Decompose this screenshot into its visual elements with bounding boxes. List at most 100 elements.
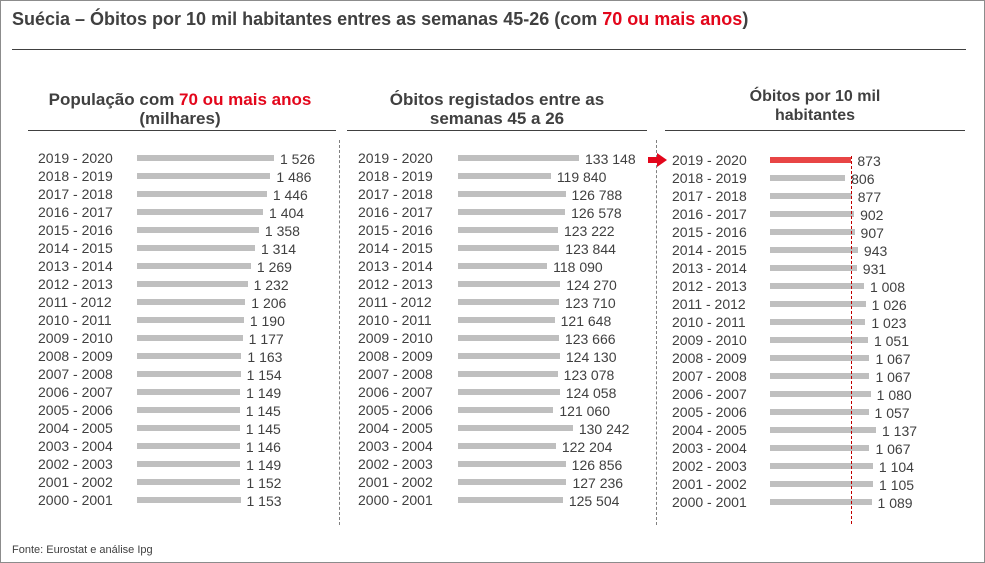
- panel2-category-label: 2016 - 2017: [358, 204, 433, 220]
- panel1-category-label: 2007 - 2008: [38, 366, 113, 382]
- panel1-category-label: 2006 - 2007: [38, 384, 113, 400]
- panel3-category-label: 2012 - 2013: [672, 278, 747, 294]
- bar: [137, 317, 244, 323]
- title-highlight: 70 ou mais anos: [602, 9, 743, 29]
- panel3-value-label: 1 023: [871, 315, 907, 331]
- panel1-value-label: 1 149: [246, 457, 282, 473]
- bar: [458, 497, 563, 503]
- panel2-category-label: 2011 - 2012: [358, 294, 432, 310]
- bar: [770, 481, 874, 487]
- panel3-value-label: 877: [857, 189, 882, 205]
- panel1-title-rule: [28, 130, 336, 131]
- title-rule: [12, 49, 966, 50]
- panel1-category-label: 2000 - 2001: [38, 492, 113, 508]
- panel3-category-label: 2010 - 2011: [672, 314, 746, 330]
- panel1-value-label: 1 232: [253, 277, 289, 293]
- panel3-value-label: 931: [862, 261, 887, 277]
- bar: [137, 155, 274, 161]
- panel2-value-label: 123 078: [563, 367, 615, 383]
- highlight-arrow-icon: [648, 153, 667, 167]
- panel3-category-label: 2019 - 2020: [672, 152, 747, 168]
- panel1-category-label: 2008 - 2009: [38, 348, 113, 364]
- panel2-category-label: 2002 - 2003: [358, 456, 433, 472]
- panel-divider-1: [339, 140, 340, 525]
- panel2-value-label: 123 844: [565, 241, 616, 257]
- bar: [458, 245, 560, 251]
- panel2-category-label: 2003 - 2004: [358, 438, 433, 454]
- bar: [770, 193, 852, 199]
- panel3-value-label: 1 080: [876, 387, 912, 403]
- panel2-title-rule: [347, 130, 647, 131]
- panel2-value-label: 125 504: [568, 493, 620, 509]
- bar: [458, 335, 559, 341]
- bar: [770, 499, 872, 505]
- panel2-value-label: 123 666: [564, 331, 616, 347]
- bar: [137, 443, 240, 449]
- panel2-value-label: 119 840: [556, 169, 607, 185]
- panel3-category-label: 2007 - 2008: [672, 368, 747, 384]
- panel3-category-label: 2018 - 2019: [672, 170, 747, 186]
- panel2-category-label: 2018 - 2019: [358, 168, 433, 184]
- panel3-category-label: 2008 - 2009: [672, 350, 747, 366]
- panel1-value-label: 1 269: [256, 259, 292, 275]
- bar: [770, 355, 870, 361]
- bar: [458, 281, 561, 287]
- panel1-value-label: 1 358: [264, 223, 300, 239]
- panel3-value-label: 873: [857, 153, 881, 169]
- bar: [137, 371, 241, 377]
- panel3-category-label: 2013 - 2014: [672, 260, 747, 276]
- panel2-value-label: 124 270: [566, 277, 617, 293]
- panel1-category-label: 2018 - 2019: [38, 168, 113, 184]
- panel3-category-label: 2011 - 2012: [672, 296, 746, 312]
- panel2-category-label: 2001 - 2002: [358, 474, 433, 490]
- panel1-category-label: 2003 - 2004: [38, 438, 113, 454]
- panel1-value-label: 1 154: [246, 367, 282, 383]
- panel1-category-label: 2010 - 2011: [38, 312, 112, 328]
- panel3-value-label: 1 067: [875, 351, 911, 367]
- panel1-value-label: 1 153: [246, 493, 282, 509]
- panel3-value-label: 1 026: [871, 297, 907, 313]
- panel3-value-label: 902: [860, 207, 884, 223]
- panel2-value-label: 126 856: [571, 457, 623, 473]
- panel1-value-label: 1 152: [246, 475, 282, 491]
- panel3-category-label: 2016 - 2017: [672, 206, 747, 222]
- panel1-value-label: 1 163: [247, 349, 283, 365]
- bar: [770, 211, 855, 217]
- panel3-category-label: 2000 - 2001: [672, 494, 747, 510]
- source-note: Fonte: Eurostat e análise Ipg: [12, 544, 153, 556]
- bar: [458, 479, 567, 485]
- bar: [770, 265, 857, 271]
- panel1-value-label: 1 314: [260, 241, 296, 257]
- panel1-category-label: 2017 - 2018: [38, 186, 113, 202]
- panel1-title-highlight: 70 ou mais anos: [179, 90, 312, 109]
- panel1-title: População com 70 ou mais anos (milhares): [48, 90, 312, 128]
- bar: [458, 155, 579, 161]
- panel1-category-label: 2016 - 2017: [38, 204, 113, 220]
- panel3-value-label: 1 067: [875, 441, 911, 457]
- bar: [770, 229, 855, 235]
- bar: [137, 227, 259, 233]
- panel2-value-label: 133 148: [585, 151, 636, 167]
- panel1-category-label: 2013 - 2014: [38, 258, 113, 274]
- bar: [458, 263, 548, 269]
- panel1-category-label: 2004 - 2005: [38, 420, 113, 436]
- panel2-category-label: 2010 - 2011: [358, 312, 432, 328]
- panel2-value-label: 126 578: [571, 205, 622, 221]
- panel2-value-label: 124 130: [565, 349, 617, 365]
- bar: [458, 209, 566, 215]
- panel2-category-label: 2008 - 2009: [358, 348, 433, 364]
- panel3-category-label: 2006 - 2007: [672, 386, 747, 402]
- panel2-value-label: 130 242: [578, 421, 630, 437]
- panel1-value-label: 1 526: [280, 151, 316, 167]
- panel-divider-2: [656, 140, 657, 525]
- panel1-category-label: 2001 - 2002: [38, 474, 113, 490]
- bar: [137, 173, 271, 179]
- highlighted-bar: [770, 157, 852, 163]
- panel1-category-label: 2014 - 2015: [38, 240, 113, 256]
- bar: [770, 175, 846, 181]
- panel2-category-label: 2014 - 2015: [358, 240, 433, 256]
- bar: [458, 299, 560, 305]
- panel1-value-label: 1 206: [251, 295, 287, 311]
- bar: [770, 337, 868, 343]
- bar: [458, 425, 573, 431]
